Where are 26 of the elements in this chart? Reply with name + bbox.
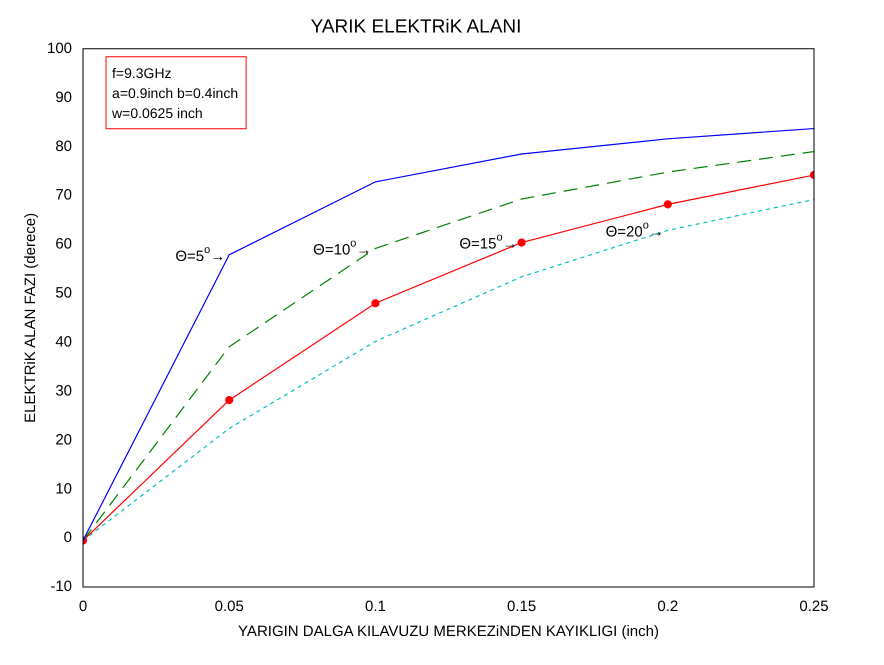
x-tick-label: 0.25 [799, 598, 829, 616]
y-tick-label: 10 [55, 480, 72, 498]
y-tick-label: 20 [55, 431, 72, 448]
y-tick-label: 0 [64, 529, 72, 546]
y-tick-label: 30 [55, 382, 72, 400]
y-tick-label: 50 [55, 284, 72, 302]
point [518, 238, 526, 247]
x-tick-label: 0.05 [214, 598, 244, 616]
point [664, 200, 672, 208]
y-tick-label: 40 [55, 334, 72, 351]
annotation: f=9.3GHz a=0.9inch b=0.4inch w=0.0625 inch [111, 64, 238, 121]
x-tick-label: 0.1 [364, 598, 386, 616]
point [225, 396, 234, 404]
y-tick-label: 60 [55, 236, 72, 253]
x-axis-title: YARIGIN DALGA KILAVUZU MERKEZiNDEN KAYIKLIGI (inch) [238, 623, 659, 640]
x-tick-label: 0 [78, 598, 88, 616]
x-tick-label: 0.15 [507, 598, 536, 616]
y-tick-label: 80 [55, 138, 72, 155]
x-tick-label: 0.2 [657, 598, 678, 616]
y-tick-label: 90 [55, 88, 72, 106]
y-tick-label: 100 [46, 40, 72, 57]
y-tick-label: -10 [50, 578, 72, 596]
y-tick-label: 70 [55, 186, 72, 204]
y-axis-title: ELEKTRiK ALAN FAZI (derece) [22, 212, 40, 423]
chart-title: YARIK ELEKTRiK ALANI [310, 16, 522, 38]
point [371, 299, 380, 308]
